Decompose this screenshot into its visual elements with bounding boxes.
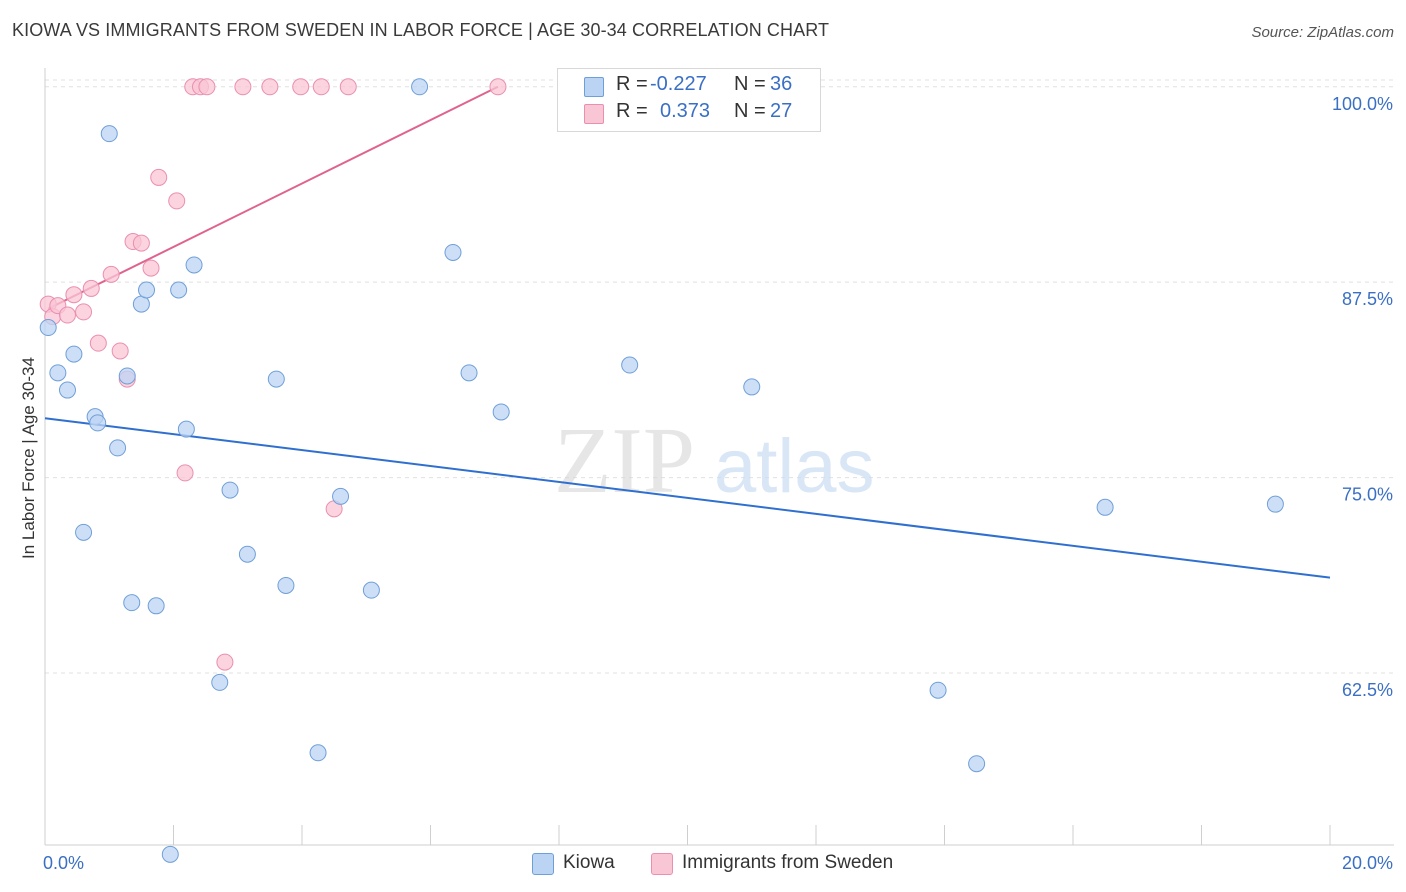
kiowa-point (277, 576, 295, 594)
stats-legend: R = -0.227 N = 36 R = 0.373 N = 27 (557, 68, 821, 132)
sweden-point (489, 78, 507, 96)
kiowa-point (75, 523, 93, 541)
kiowa-n-label: N = (734, 73, 766, 95)
kiowa-point (267, 370, 285, 388)
watermark-atlas: atlas (714, 424, 875, 509)
sweden-points (39, 78, 507, 671)
kiowa-point (362, 581, 380, 599)
sweden-point (58, 306, 76, 324)
x-tick-label: 20.0% (1342, 853, 1393, 873)
kiowa-point (1266, 495, 1284, 513)
sweden-point (339, 78, 357, 96)
y-tick-label: 75.0% (1342, 485, 1393, 505)
sweden-point (234, 78, 252, 96)
kiowa-points (39, 78, 1284, 863)
kiowa-point (238, 545, 256, 563)
sweden-point (150, 168, 168, 186)
sweden-point (65, 286, 83, 304)
sweden-r-value: 0.373 (660, 100, 711, 122)
sweden-point (111, 342, 129, 360)
kiowa-point (411, 78, 429, 96)
sweden-point (261, 78, 279, 96)
sweden-point (312, 78, 330, 96)
axes (44, 68, 1394, 846)
x-tick-label: 0.0% (43, 853, 84, 873)
y-tick-label: 62.5% (1342, 680, 1393, 700)
kiowa-point (743, 378, 761, 396)
legend-kiowa-label: Kiowa (563, 852, 615, 873)
kiowa-swatch (584, 77, 604, 97)
sweden-point (168, 192, 186, 210)
kiowa-point (123, 594, 141, 612)
kiowa-point (309, 744, 327, 762)
kiowa-point (332, 487, 350, 505)
sweden-point (292, 78, 310, 96)
sweden-point (142, 259, 160, 277)
sweden-point (132, 234, 150, 252)
kiowa-point (138, 281, 156, 299)
kiowa-r-label: R = (616, 73, 648, 95)
kiowa-point (65, 345, 83, 363)
legend-kiowa-swatch (532, 853, 554, 875)
watermark-zip: ZIP (554, 409, 695, 513)
kiowa-point (118, 367, 136, 385)
kiowa-point (147, 597, 165, 615)
sweden-point (198, 78, 216, 96)
legend-sweden-label: Immigrants from Sweden (682, 852, 894, 873)
y-axis-label: In Labor Force | Age 30-34 (19, 357, 38, 559)
kiowa-point (177, 420, 195, 438)
sweden-point (216, 653, 234, 671)
sweden-swatch (584, 104, 604, 124)
sweden-point (176, 464, 194, 482)
kiowa-point (39, 319, 57, 337)
sweden-n-label: N = (734, 100, 766, 122)
kiowa-point (109, 439, 127, 457)
source-label: Source: ZipAtlas.com (1251, 24, 1394, 41)
kiowa-point (221, 481, 239, 499)
kiowa-point (444, 243, 462, 261)
sweden-r-label: R = (616, 100, 648, 122)
sweden-point (75, 303, 93, 321)
kiowa-point (89, 414, 107, 432)
kiowa-point (49, 364, 67, 382)
kiowa-point (211, 673, 229, 691)
grid-lines (45, 79, 1394, 674)
sweden-point (102, 265, 120, 283)
kiowa-point (968, 755, 986, 773)
kiowa-point (460, 364, 478, 382)
watermark: ZIP atlas (554, 409, 875, 513)
legend-sweden-swatch (651, 853, 673, 875)
trend-lines (44, 85, 1331, 579)
sweden-point (82, 279, 100, 297)
kiowa-point (161, 845, 179, 863)
y-tick-label: 87.5% (1342, 289, 1393, 309)
kiowa-point (100, 125, 118, 143)
kiowa-point (929, 681, 947, 699)
chart-title: KIOWA VS IMMIGRANTS FROM SWEDEN IN LABOR… (12, 20, 830, 40)
tick-labels: 62.5% 75.0% 87.5% 100.0% 0.0% 20.0% (43, 94, 1393, 873)
kiowa-point (58, 381, 76, 399)
sweden-trend-line (47, 85, 499, 310)
kiowa-point (170, 281, 188, 299)
kiowa-trend-line (44, 417, 1331, 579)
kiowa-point (621, 356, 639, 374)
sweden-n-value: 27 (770, 100, 793, 122)
kiowa-point (1096, 498, 1114, 516)
kiowa-point (185, 256, 203, 274)
kiowa-n-value: 36 (770, 73, 793, 95)
sweden-point (89, 334, 107, 352)
kiowa-point (492, 403, 510, 421)
kiowa-r-value: -0.227 (650, 73, 707, 95)
y-tick-label: 100.0% (1332, 94, 1393, 114)
